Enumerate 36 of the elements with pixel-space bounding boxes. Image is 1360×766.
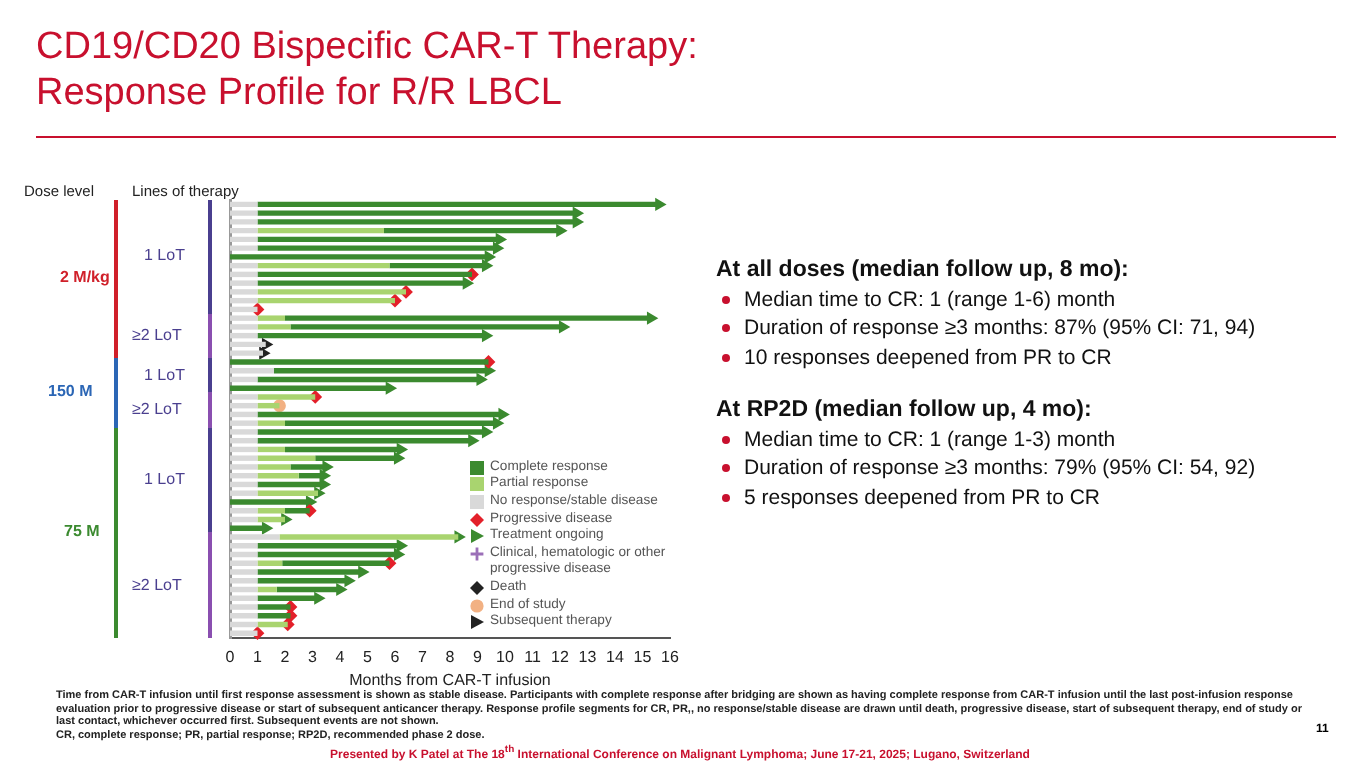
x-tick-label: 14 <box>606 647 625 666</box>
x-tick-label: 6 <box>390 647 401 666</box>
text: 1 LoT <box>144 365 185 384</box>
text: ≥2 LoT <box>132 575 182 594</box>
x-tick-label: 8 <box>445 647 456 666</box>
text: At RP2D (median follow up, 4 mo): <box>716 396 1094 425</box>
chart-title: CD19/CD20 Bispecific CAR-T Therapy: Response Profile for R/R LBCL <box>36 24 700 116</box>
x-tick-label: 1 <box>253 647 264 666</box>
text: Median time to CR: 1 (range 1-3) month <box>742 425 1118 454</box>
text: 10 responses deepened from PR to CR <box>742 343 1114 372</box>
x-tick-label: 9 <box>473 647 484 666</box>
text: 75 M <box>64 522 100 541</box>
text: 2 M/kg <box>60 268 110 287</box>
text: At all doses (median follow up, 8 mo): <box>716 256 1131 285</box>
x-tick-label: 2 <box>280 647 291 666</box>
text: Median time to CR: 1 (range 1-6) month <box>742 285 1118 314</box>
x-tick-label: 16 <box>661 647 680 666</box>
x-tick-label: 0 <box>225 647 236 666</box>
x-tick-label: 12 <box>551 647 570 666</box>
x-tick-label: 10 <box>496 647 515 666</box>
text: 1 LoT <box>144 246 185 265</box>
x-axis-title: Months from CAR-T infusion <box>349 670 551 689</box>
text: Duration of response ≥3 months: 79% (95% CI: 54, 92) <box>742 454 1258 483</box>
x-tick-label: 5 <box>363 647 374 666</box>
text: ≥2 LoT <box>132 400 182 419</box>
x-tick-label: 15 <box>633 647 653 666</box>
x-tick-label: 13 <box>578 647 598 666</box>
x-tick-label: 11 <box>524 647 542 666</box>
x-tick-label: 4 <box>335 647 346 666</box>
text: Duration of response ≥3 months: 87% (95% CI: 71, 94) <box>742 314 1258 343</box>
text: 150 M <box>48 382 93 401</box>
x-tick-label: 3 <box>308 647 319 666</box>
x-tick-label: 7 <box>418 647 429 666</box>
text: 1 LoT <box>144 470 185 489</box>
text: ≥2 LoT <box>132 325 182 344</box>
text: 5 responses deepened from PR to CR <box>742 483 1103 512</box>
